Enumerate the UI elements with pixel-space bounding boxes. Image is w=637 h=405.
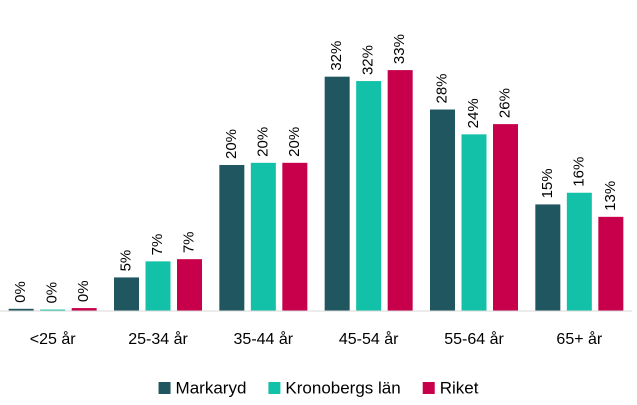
value-label: 5%: [117, 250, 134, 272]
bar: [177, 259, 202, 311]
value-label: 20%: [223, 129, 240, 159]
bar: [461, 134, 487, 311]
bar: [8, 308, 34, 311]
x-tick-label: 55-64 år: [444, 330, 504, 348]
bar: [535, 204, 561, 311]
bar: [71, 308, 97, 311]
bar: [250, 162, 276, 311]
legend-swatch: [422, 382, 435, 394]
bar: [145, 261, 171, 311]
legend-label: Kronobergs län: [285, 378, 400, 397]
bar: [219, 165, 245, 311]
value-label: 0%: [12, 281, 29, 303]
bar: [324, 76, 350, 311]
value-label: 0%: [75, 280, 92, 302]
value-label: 7%: [149, 234, 166, 256]
bar: [114, 277, 139, 311]
value-label: 24%: [465, 98, 482, 128]
x-tick-label: 65+ år: [556, 330, 602, 348]
x-tick-label: <25 år: [30, 330, 76, 348]
bar: [40, 309, 66, 311]
x-tick-label: 25-34 år: [128, 330, 188, 348]
bar: [598, 216, 624, 311]
bar: [356, 81, 382, 311]
legend-swatch: [158, 382, 171, 394]
value-label: 0%: [44, 282, 61, 304]
bar: [430, 109, 455, 312]
x-tick-label: 45-54 år: [339, 330, 399, 348]
value-label: 26%: [496, 88, 513, 118]
value-label: 20%: [254, 127, 271, 157]
bar: [566, 192, 592, 311]
bar: [387, 70, 413, 311]
value-label: 13%: [602, 181, 619, 211]
legend-label: Riket: [440, 378, 479, 397]
value-label: 33%: [391, 34, 408, 64]
value-label: 32%: [328, 41, 345, 71]
bar: [282, 162, 308, 311]
value-label: 15%: [539, 168, 556, 198]
legend-swatch: [268, 382, 281, 394]
legend-label: Markaryd: [176, 378, 247, 397]
bar: [493, 124, 518, 312]
value-label: 28%: [433, 73, 450, 103]
value-label: 32%: [360, 45, 377, 75]
value-label: 20%: [286, 127, 303, 157]
value-label: 7%: [180, 231, 197, 253]
value-label: 16%: [570, 157, 587, 187]
x-tick-label: 35-44 år: [234, 330, 294, 348]
